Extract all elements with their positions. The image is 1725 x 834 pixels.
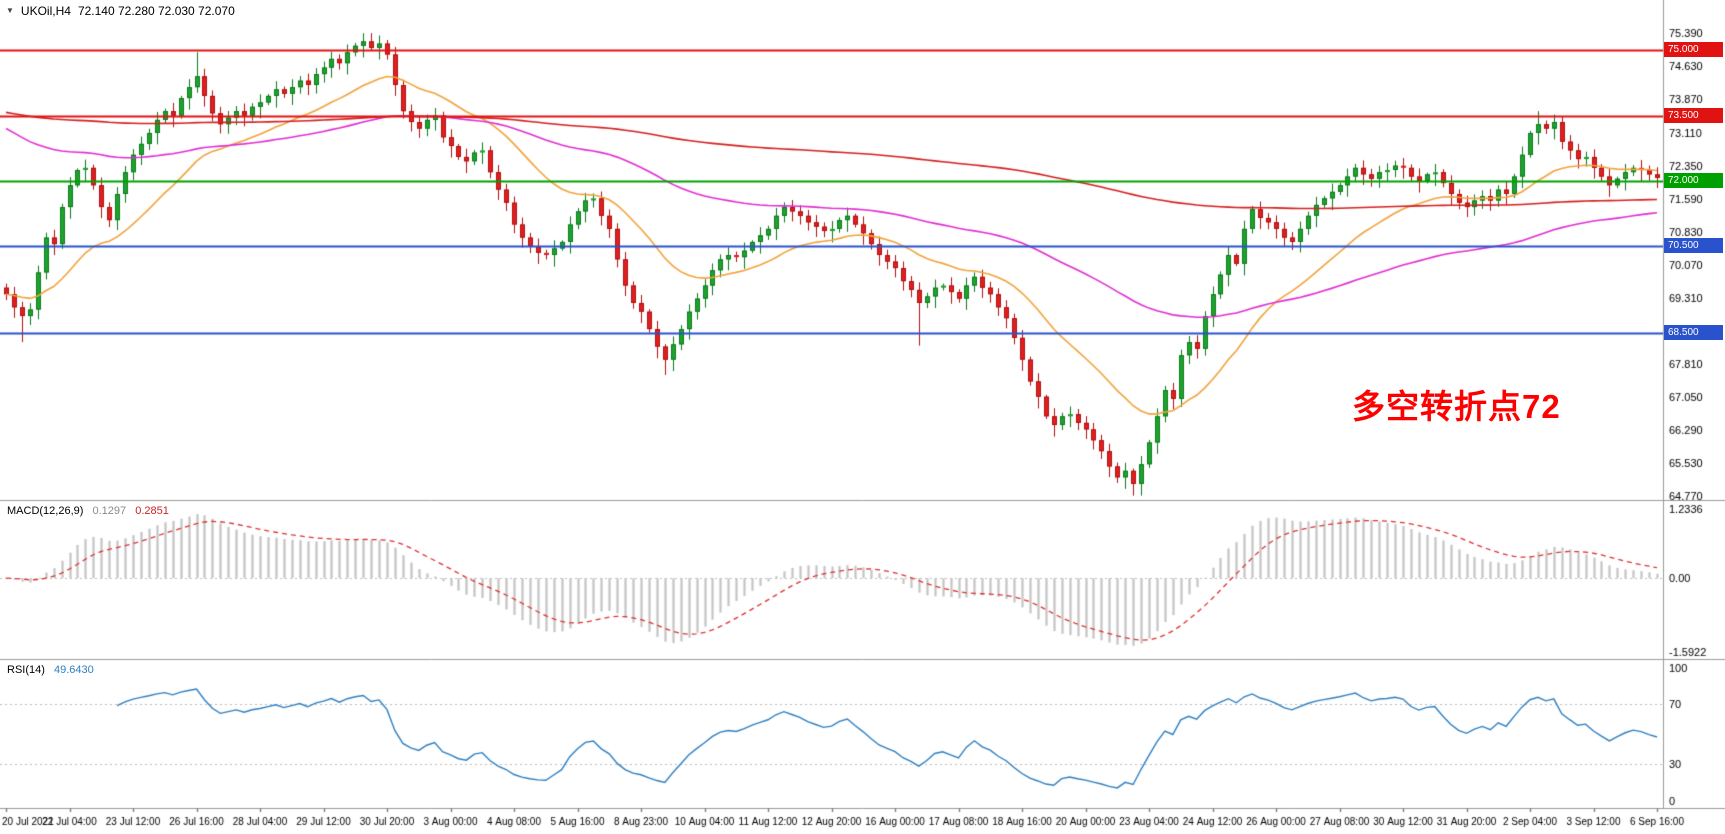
price-level-tag: 72.000: [1664, 172, 1723, 188]
price-level-tag: 70.500: [1664, 238, 1723, 254]
price-level-tag: 68.500: [1664, 325, 1723, 341]
rsi-indicator-label: RSI(14) 49.6430: [7, 664, 94, 676]
macd-indicator-label: MACD(12,26,9) 0.1297 0.2851: [7, 505, 169, 517]
ohlc-values: 72.140 72.280 72.030 72.070: [77, 4, 235, 18]
macd-name: MACD(12,26,9): [7, 505, 84, 517]
price-level-tag: 75.000: [1664, 42, 1723, 58]
price-level-tag: 73.500: [1664, 107, 1723, 123]
macd-main-value: 0.1297: [92, 505, 127, 517]
symbol-timeframe-label: UKOil,H4: [20, 4, 71, 18]
rsi-name: RSI(14): [7, 664, 45, 676]
macd-signal-value: 0.2851: [135, 505, 169, 517]
annotation-text: 多空转折点72: [1352, 388, 1561, 425]
chart-marker-icon: ▼: [6, 6, 14, 15]
chart-title: ▼ UKOil,H4 72.140 72.280 72.030 72.070: [6, 4, 235, 18]
rsi-value: 49.6430: [53, 664, 94, 676]
